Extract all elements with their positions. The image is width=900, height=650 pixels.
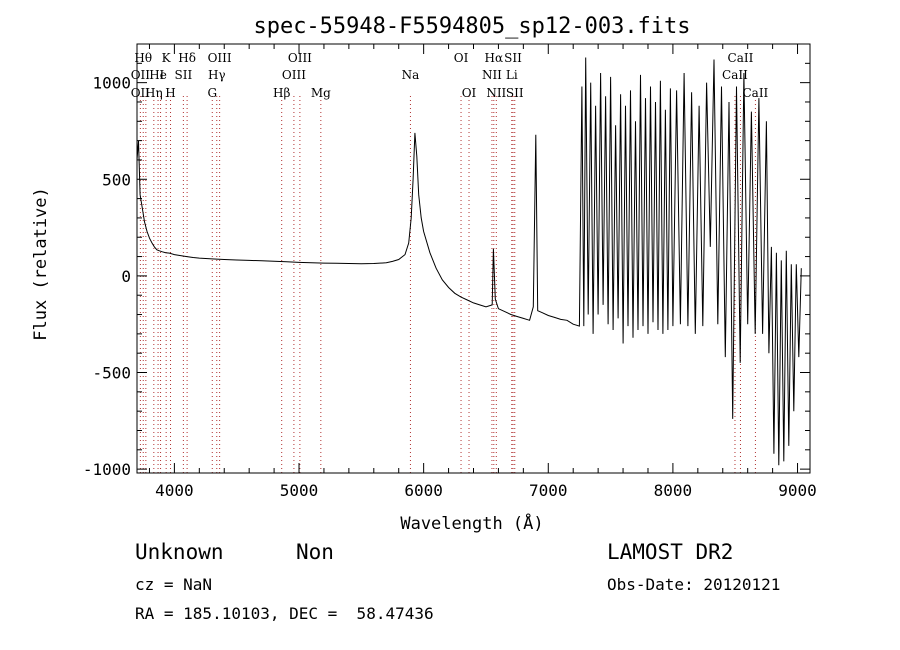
- line-label: Hγ: [208, 68, 226, 82]
- line-markers: [139, 96, 756, 473]
- obs-date-text: Obs-Date: 20120121: [607, 575, 781, 594]
- line-label: SII: [506, 86, 524, 100]
- line-label: OIII: [288, 51, 312, 65]
- y-tick-label: -1000: [83, 460, 131, 479]
- line-label: Hα: [485, 51, 504, 65]
- line-label: Hη: [145, 86, 163, 100]
- x-tick-label: 9000: [778, 481, 817, 500]
- line-label: OIII: [208, 51, 232, 65]
- line-label: K: [162, 51, 172, 65]
- line-label: OIII: [282, 68, 306, 82]
- x-axis-label: Wavelength (Å): [400, 512, 543, 534]
- line-label: OII: [131, 86, 151, 100]
- line-label: CaII: [742, 86, 768, 100]
- survey-label: LAMOST DR2: [607, 540, 734, 564]
- line-label: Hβ: [273, 86, 290, 100]
- line-label: Hδ: [178, 51, 196, 65]
- line-label: H: [165, 86, 175, 100]
- y-tick-label: 500: [102, 170, 131, 189]
- y-tick-label: 1000: [92, 74, 131, 93]
- y-tick-label: 0: [121, 267, 131, 286]
- line-label: OI: [462, 86, 477, 100]
- plot-frame: [136, 43, 811, 474]
- x-tick-label: 6000: [404, 481, 443, 500]
- x-axis-ticks: 4000 5000 6000 7000 8000 9000: [148, 44, 817, 500]
- line-label: CaII: [722, 68, 748, 82]
- class-label: Unknown: [135, 540, 224, 564]
- subclass-label: Non: [296, 540, 334, 564]
- line-label: CaII: [728, 51, 754, 65]
- line-label: I: [160, 68, 165, 82]
- redshift-text: cz = NaN: [135, 575, 213, 594]
- coordinates-text: RA = 185.10103, DEC = 58.47436: [135, 604, 434, 623]
- line-label: Na: [402, 68, 420, 82]
- line-label: G: [207, 86, 217, 100]
- line-label: NII: [486, 86, 506, 100]
- line-label: He: [149, 68, 167, 82]
- chart-title: spec-55948-F5594805_sp12-003.fits: [253, 14, 690, 39]
- y-axis-label: Flux (relative): [31, 187, 51, 341]
- line-label: Li: [506, 68, 518, 82]
- line-label: SII: [175, 68, 193, 82]
- line-label: SII: [504, 51, 522, 65]
- spectrum-line: [136, 57, 802, 466]
- x-tick-label: 4000: [155, 481, 194, 500]
- x-tick-label: 7000: [529, 481, 568, 500]
- y-axis-ticks: -1000 -500 0 500 1000: [83, 62, 810, 479]
- x-tick-label: 8000: [654, 481, 693, 500]
- line-label: OII: [131, 68, 151, 82]
- line-label: NII: [482, 68, 502, 82]
- line-label: Mg: [311, 86, 331, 100]
- line-label: Hθ: [134, 51, 152, 65]
- line-label: OI: [454, 51, 469, 65]
- x-tick-label: 5000: [280, 481, 319, 500]
- y-tick-label: -500: [92, 364, 131, 383]
